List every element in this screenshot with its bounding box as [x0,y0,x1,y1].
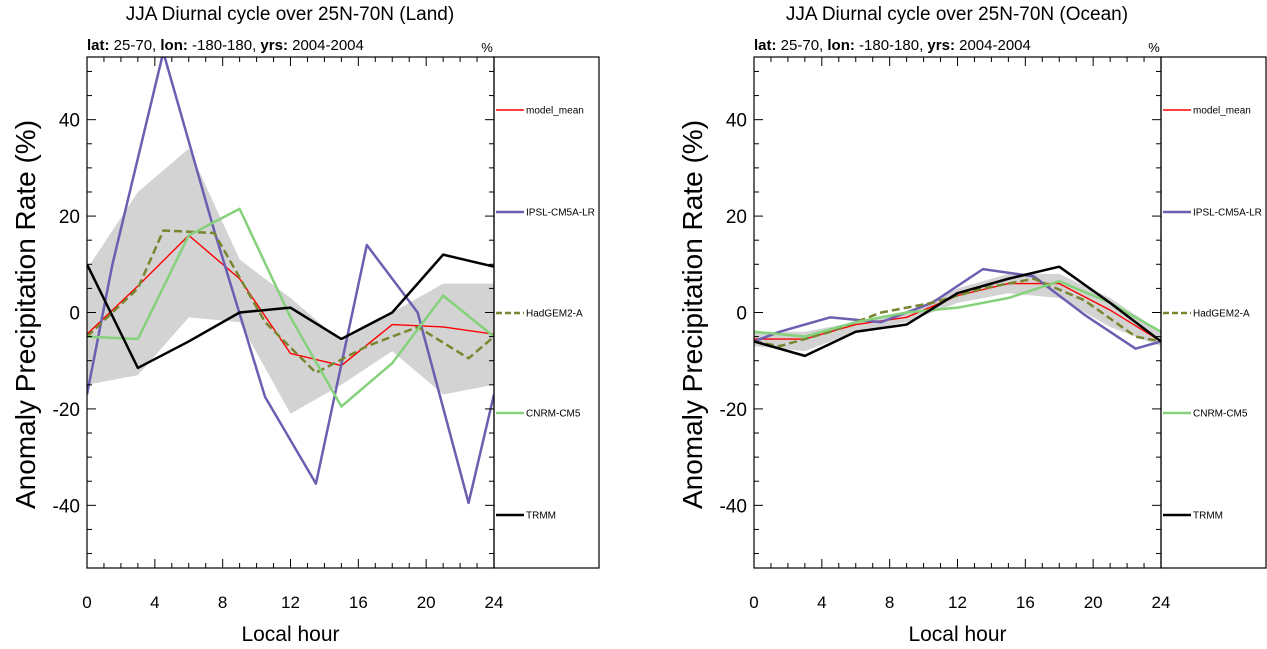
x-tick-label: 4 [817,593,826,612]
y-tick-label: 40 [726,111,747,132]
x-tick-label: 8 [218,593,227,612]
y-tick-label: -40 [53,496,80,517]
x-tick-label: 12 [948,593,967,612]
x-tick-label: 16 [1016,593,1035,612]
y-tick-label: 20 [726,207,747,228]
chart-title: JJA Diurnal cycle over 25N-70N (Ocean) [786,4,1128,25]
chart-subtitle: lat: 25-70, lon: -180-180, yrs: 2004-200… [87,37,364,54]
x-tick-label: 20 [1084,593,1103,612]
legend-label: CNRM-CM5 [526,409,581,420]
series-line-ipsl-cm5a-lr [754,267,1161,350]
chart-panel-ocean: JJA Diurnal cycle over 25N-70N (Ocean) la… [677,4,1267,646]
chart-panel-land: JJA Diurnal cycle over 25N-70N (Land) lat… [10,4,600,646]
y-tick-label: 20 [59,207,80,228]
x-tick-label: 4 [150,593,159,612]
subtitle-segment: lat: [754,37,777,54]
subtitle-segment: 25-70, [110,37,161,54]
model-spread-band [87,148,494,414]
plot-area [754,265,1161,358]
chart-title: JJA Diurnal cycle over 25N-70N (Land) [126,4,454,25]
x-tick-label: 8 [885,593,894,612]
y-axis-label: Anomaly Precipitation Rate (%) [677,120,708,509]
subtitle-segment: yrs: [927,37,955,54]
x-tick-label: 20 [417,593,436,612]
legend-label: IPSL-CM5A-LR [1193,208,1262,219]
y-tick-label: 0 [69,304,80,325]
series-line-model_mean [87,234,494,367]
units-label: % [481,40,493,55]
x-tick-label: 0 [82,593,91,612]
subtitle-segment: 25-70, [777,37,828,54]
legend-label: TRMM [526,511,556,522]
x-axis-label: Local hour [908,623,1006,644]
series-line-trmm [87,253,494,370]
x-tick-label: 24 [485,593,504,612]
x-tick-label: 24 [1152,593,1171,612]
y-tick-label: 40 [59,111,80,132]
legend-label: model_mean [526,106,584,117]
series-line-hadgem2-a [87,229,494,375]
subtitle-segment: lon: [827,37,855,54]
y-tick-label: -40 [720,496,747,517]
subtitle-segment: -180-180, [855,37,928,54]
y-axis-label: Anomaly Precipitation Rate (%) [10,120,41,509]
legend-label: model_mean [1193,106,1251,117]
subtitle-segment: 2004-2004 [955,37,1031,54]
legend-label: IPSL-CM5A-LR [526,208,595,219]
legend-label: TRMM [1193,511,1223,522]
y-tick-label: -20 [53,400,80,421]
series-line-cnrm-cm5 [754,279,1161,338]
legend-label: HadGEM2-A [526,309,583,320]
legend-label: CNRM-CM5 [1193,409,1248,420]
series-line-hadgem2-a [754,277,1161,348]
subtitle-segment: 2004-2004 [288,37,364,54]
subtitle-segment: lon: [160,37,188,54]
x-axis-label: Local hour [241,623,339,644]
units-label: % [1148,40,1160,55]
x-tick-label: 12 [281,593,300,612]
legend-label: HadGEM2-A [1193,309,1250,320]
series-line-ipsl-cm5a-lr [87,57,494,505]
x-tick-label: 16 [349,593,368,612]
y-tick-label: -20 [720,400,747,421]
chart-subtitle: lat: 25-70, lon: -180-180, yrs: 2004-200… [754,37,1031,54]
plot-area [87,57,494,505]
subtitle-segment: -180-180, [188,37,261,54]
series-line-trmm [754,265,1161,358]
series-line-cnrm-cm5 [87,207,494,408]
x-tick-label: 0 [749,593,758,612]
subtitle-segment: lat: [87,37,110,54]
subtitle-segment: yrs: [260,37,288,54]
y-tick-label: 0 [736,304,747,325]
